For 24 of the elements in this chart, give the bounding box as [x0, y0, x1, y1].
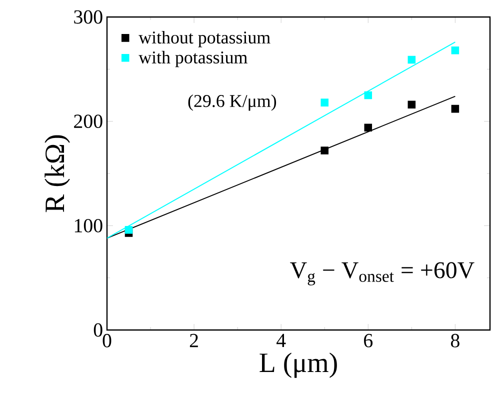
point [451, 46, 460, 54]
point [124, 226, 133, 234]
annotation: (29.6 K/μm) [188, 94, 276, 111]
x-tick-label: 0 [102, 334, 112, 348]
point [408, 56, 416, 64]
y-tick-label: 300 [74, 10, 102, 24]
legend-label: without potassium [138, 30, 270, 48]
y-tick-label: 200 [74, 114, 102, 128]
y-tick-label: 100 [74, 218, 102, 232]
point [408, 100, 416, 109]
x-tick-label: 8 [450, 334, 460, 348]
legend-label: with potassium [138, 50, 248, 68]
point [320, 146, 328, 154]
x-tick-label: 2 [190, 334, 198, 348]
point [320, 98, 328, 106]
annotation: V$_{g}$ − V$_{onset}$ = +60V [290, 262, 474, 286]
y-axis-title: R (kΩ) [44, 135, 70, 212]
x-axis-title: L (μm) [260, 352, 337, 378]
x-tick-label: 6 [364, 334, 373, 348]
point [451, 104, 460, 113]
x-tick-label: 4 [276, 334, 286, 348]
y-tick-label: 0 [94, 323, 102, 337]
point [364, 124, 372, 132]
point [364, 91, 372, 100]
